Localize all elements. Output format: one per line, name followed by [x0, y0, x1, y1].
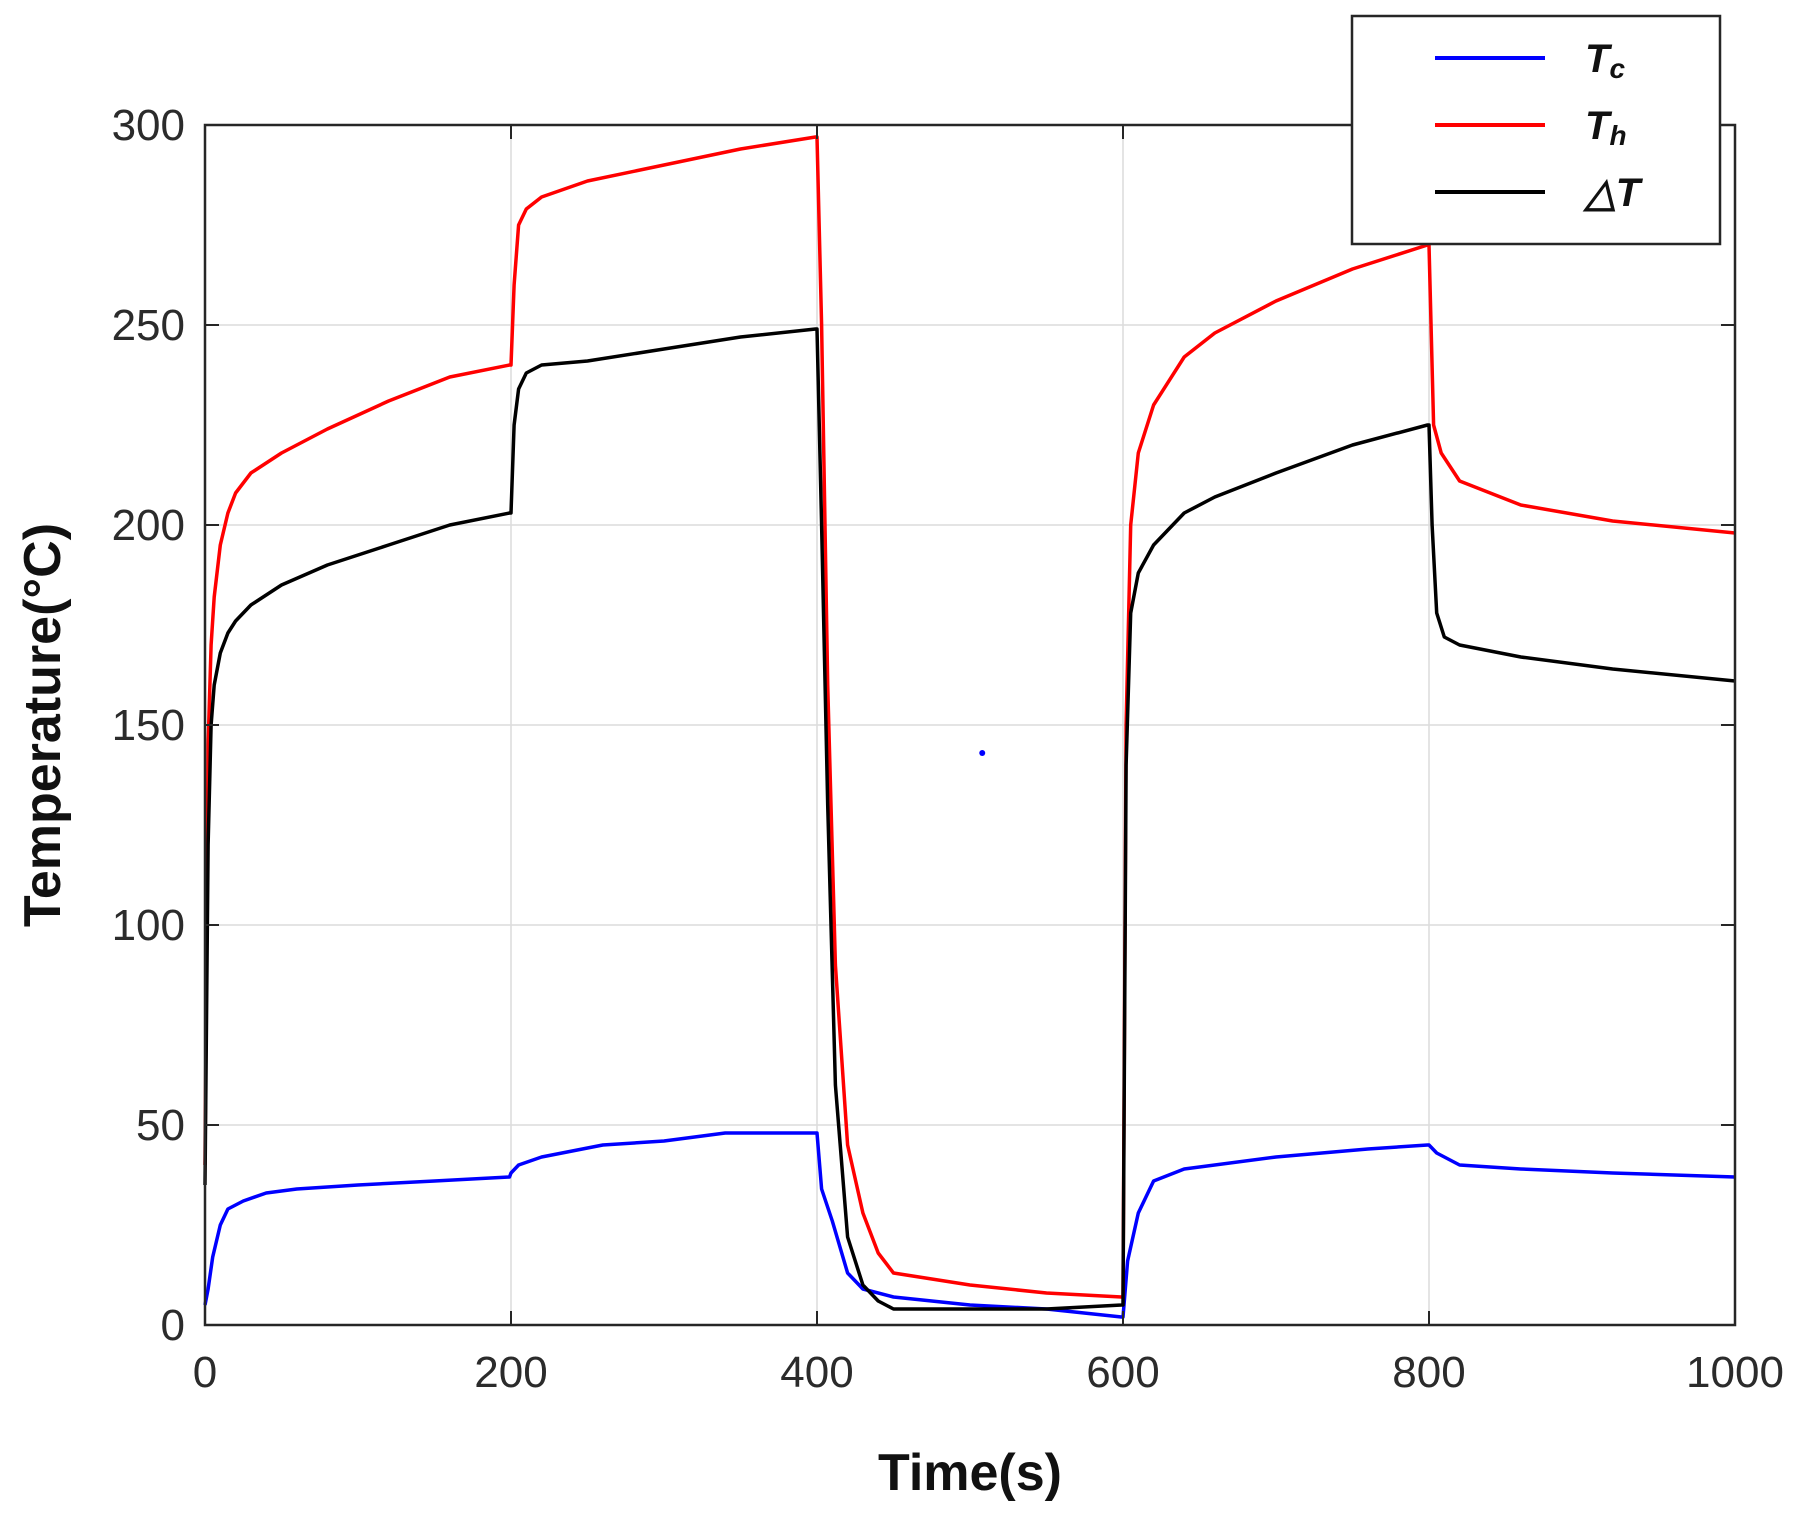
legend-label: Tc [1585, 37, 1625, 84]
legend-label: Th [1585, 104, 1627, 151]
x-tick-label: 600 [1086, 1348, 1159, 1397]
y-tick-label: 250 [112, 301, 185, 350]
x-axis-title: Time(s) [878, 1444, 1062, 1502]
series-line-1 [203, 135, 1736, 1299]
stray-point [979, 750, 986, 756]
y-tick-label: 300 [112, 101, 185, 150]
y-tick-label: 100 [112, 901, 185, 950]
y-tick-label: 50 [136, 1101, 185, 1150]
series-line-0 [203, 1131, 1736, 1319]
series-line-2 [203, 327, 1736, 1311]
legend: Tc Th △T [1350, 14, 1722, 246]
series-lines [203, 135, 1736, 1319]
y-axis-title: Temperature(°C) [14, 523, 72, 927]
x-tick-label: 1000 [1686, 1348, 1784, 1397]
y-tick-label: 0 [161, 1301, 185, 1350]
x-tick-label: 200 [474, 1348, 547, 1397]
annotations [979, 750, 986, 756]
x-tick-label: 800 [1392, 1348, 1465, 1397]
x-tick-label: 400 [780, 1348, 853, 1397]
y-tick-label: 150 [112, 701, 185, 750]
legend-box [1350, 14, 1722, 246]
y-tick-label: 200 [112, 501, 185, 550]
legend-label: △T [1582, 171, 1644, 215]
x-tick-label: 0 [193, 1348, 217, 1397]
tick-labels: 0 200 400 600 800 1000 0 50 100 150 200 250 300 [112, 101, 1784, 1397]
ticks [204, 124, 1736, 1326]
grid [204, 124, 1736, 1326]
